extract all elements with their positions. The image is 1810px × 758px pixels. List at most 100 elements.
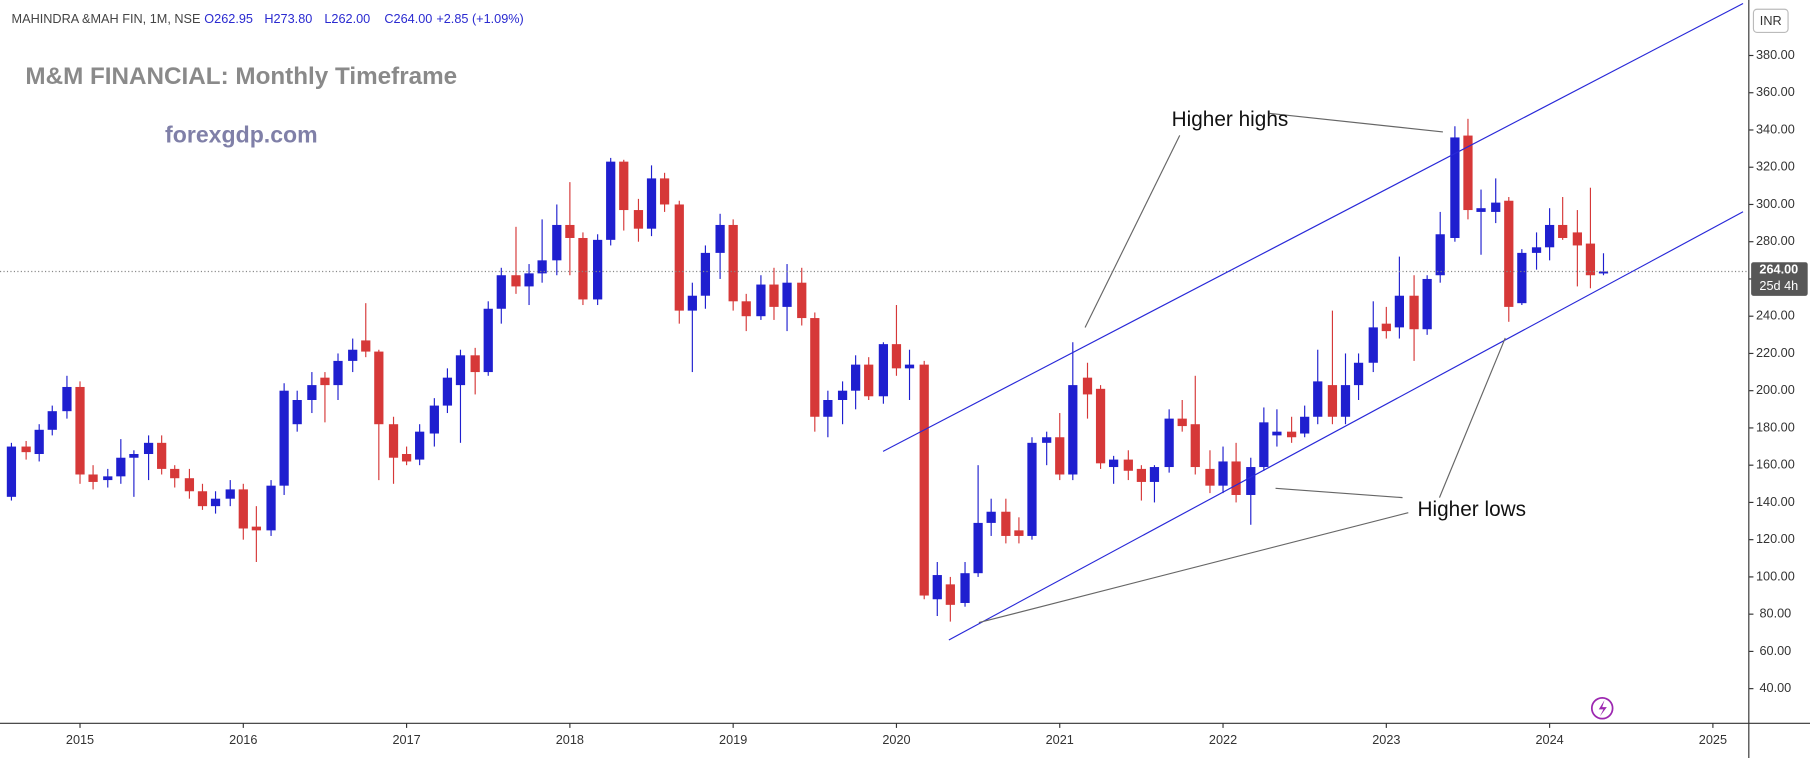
x-tick-label: 2015 <box>66 732 94 747</box>
candle-body <box>633 210 644 229</box>
pointer-line <box>1438 337 1506 498</box>
candle-body <box>401 454 412 462</box>
candle-body <box>1286 431 1297 438</box>
candle-body <box>1001 511 1011 536</box>
candle-body <box>1136 468 1147 482</box>
y-tick-label: 320.00 <box>1756 159 1795 174</box>
candle-body <box>361 340 371 352</box>
candle-body <box>170 468 180 479</box>
candle-body <box>1164 418 1174 468</box>
candle-body <box>1313 381 1323 417</box>
candle-body <box>429 405 439 434</box>
candle-body <box>88 474 98 482</box>
candle-body <box>1055 437 1065 475</box>
y-tick-label: 200.00 <box>1756 382 1795 397</box>
candle-body <box>1544 224 1555 248</box>
x-tick-label: 2019 <box>719 732 747 747</box>
candle-body <box>1368 327 1378 363</box>
x-tick-label: 2025 <box>1699 732 1727 747</box>
candle-body <box>537 260 547 274</box>
pointer-line <box>1269 112 1443 133</box>
candle-body <box>1435 234 1445 276</box>
candle-body <box>348 349 358 361</box>
candle-body <box>116 457 126 477</box>
chart-subtitle: forexgdp.com <box>165 122 318 148</box>
ohlc-close: C264.00 <box>384 11 432 26</box>
candle-body <box>292 400 302 425</box>
candle-body <box>1585 243 1596 276</box>
candle-body <box>1027 442 1037 536</box>
candle-body <box>238 489 248 529</box>
candle-body <box>21 446 31 453</box>
candle-body <box>1422 278 1432 330</box>
y-tick-label: 380.00 <box>1756 47 1795 62</box>
y-tick-label: 340.00 <box>1756 121 1795 136</box>
candle-body <box>75 386 85 475</box>
y-tick-label: 40.00 <box>1759 680 1791 695</box>
alert-icon[interactable] <box>1590 696 1614 720</box>
candle-body <box>62 386 72 412</box>
x-tick-label: 2023 <box>1372 732 1400 747</box>
upper-channel-line <box>882 2 1744 452</box>
x-tick-label: 2016 <box>229 732 257 747</box>
x-tick-label: 2018 <box>556 732 584 747</box>
candle-body <box>34 429 44 455</box>
candle-body <box>932 575 942 600</box>
y-tick-label: 60.00 <box>1759 643 1791 658</box>
candle-body <box>1409 295 1419 330</box>
last-price-label: 264.00 <box>1759 262 1798 277</box>
alert-icon-bolt <box>1598 700 1607 717</box>
candle-body <box>756 284 766 317</box>
lower-channel-line <box>948 211 1744 641</box>
candle-body <box>1491 202 1501 212</box>
annotation: Higher lows <box>1418 498 1527 521</box>
plot-area <box>0 118 1749 622</box>
pointer-line <box>1275 487 1403 499</box>
candle-body <box>483 308 493 373</box>
candle-body <box>1205 468 1215 486</box>
y-tick-label: 280.00 <box>1756 233 1795 248</box>
y-tick-label: 220.00 <box>1756 345 1795 360</box>
candle-body <box>878 344 889 397</box>
candle-body <box>1572 232 1582 246</box>
candle-body <box>470 355 480 373</box>
candle-body <box>320 377 330 386</box>
y-tick-label: 120.00 <box>1756 531 1795 546</box>
candle-body <box>1109 459 1119 468</box>
candle-body <box>1149 467 1160 482</box>
candle-body <box>47 411 57 430</box>
candle-body <box>986 511 996 523</box>
annotation: Higher highs <box>1172 108 1289 131</box>
candle-body <box>1394 295 1405 328</box>
candle-body <box>1123 459 1133 471</box>
candle-body <box>455 355 466 386</box>
candle-body <box>415 431 425 460</box>
candle-body <box>810 318 820 417</box>
candle-body <box>1068 385 1078 475</box>
candle-body <box>266 485 276 531</box>
candle-body <box>1218 461 1228 486</box>
candle-body <box>524 273 534 287</box>
candle-body <box>904 364 915 369</box>
candle-body <box>251 526 261 531</box>
candle-body <box>1259 422 1269 468</box>
currency-box[interactable] <box>1752 8 1789 33</box>
candle-body <box>715 224 725 253</box>
candle-body <box>1340 385 1351 417</box>
x-tick-label: 2017 <box>392 732 420 747</box>
candle-body <box>700 252 711 296</box>
y-tick-label: 180.00 <box>1756 419 1795 434</box>
y-tick-label: 100.00 <box>1756 568 1795 583</box>
candle-body <box>659 178 670 205</box>
y-tick-label: 300.00 <box>1756 196 1795 211</box>
candle-body <box>1300 416 1310 434</box>
x-tick-label: 2022 <box>1209 732 1237 747</box>
chart-title: M&M FINANCIAL: Monthly Timeframe <box>25 63 457 90</box>
candle-body <box>1095 388 1106 464</box>
candle-body <box>1353 362 1364 386</box>
candle-body <box>1327 385 1338 417</box>
candle-body <box>864 364 874 397</box>
currency: INR <box>1760 13 1782 28</box>
